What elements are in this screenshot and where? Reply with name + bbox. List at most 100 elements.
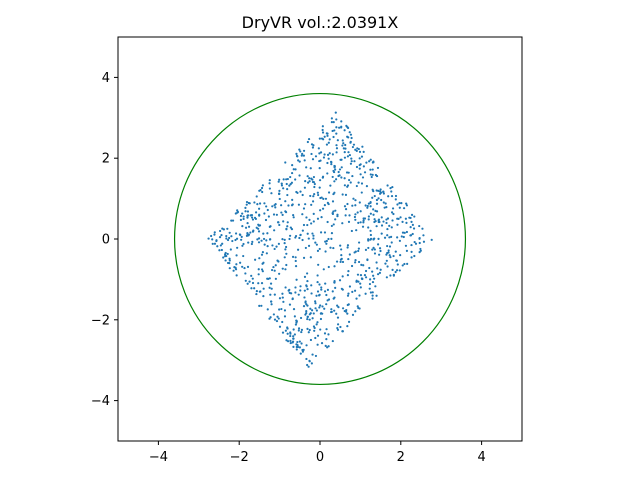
scatter-point <box>300 342 303 345</box>
scatter-point <box>308 359 311 362</box>
scatter-point <box>382 220 385 223</box>
scatter-point <box>277 260 280 263</box>
scatter-point <box>346 244 350 247</box>
scatter-point <box>418 251 421 254</box>
scatter-point <box>250 274 253 277</box>
bounding-circle <box>173 92 467 386</box>
scatter-point <box>285 182 288 186</box>
scatter-point <box>269 282 273 285</box>
scatter-point <box>307 331 310 334</box>
scatter-point <box>211 242 214 245</box>
scatter-point <box>311 146 315 149</box>
axes-layer: −4 −2 0 2 4 −4 −2 0 2 4 <box>91 36 523 465</box>
scatter-point <box>292 337 295 340</box>
scatter-point <box>271 205 274 208</box>
scatter-point <box>288 237 291 241</box>
scatter-point <box>326 132 329 135</box>
scatter-point <box>284 286 287 289</box>
scatter-point <box>321 128 324 132</box>
scatter-point <box>390 211 394 214</box>
scatter-point <box>374 209 377 212</box>
scatter-point <box>339 325 342 329</box>
scatter-point <box>391 268 394 271</box>
scatter-point <box>226 252 229 256</box>
scatter-point <box>285 263 288 267</box>
scatter-point <box>295 154 299 158</box>
scatter-point <box>231 219 235 222</box>
scatter-point <box>306 175 309 178</box>
scatter-point <box>322 197 325 200</box>
scatter-point <box>254 211 258 214</box>
scatter-point <box>293 315 296 318</box>
scatter-point <box>291 164 294 167</box>
scatter-point <box>351 204 354 207</box>
scatter-point <box>379 188 382 191</box>
scatter-point <box>365 161 368 164</box>
scatter-point <box>257 230 261 233</box>
scatter-point <box>280 184 284 187</box>
scatter-point <box>372 213 375 216</box>
scatter-point <box>312 237 315 240</box>
scatter-point <box>258 189 261 192</box>
scatter-point <box>376 273 380 276</box>
scatter-point <box>268 187 271 190</box>
scatter-point <box>292 328 295 331</box>
scatter-point <box>336 323 340 326</box>
scatter-point <box>286 193 289 197</box>
scatter-point <box>284 211 288 214</box>
scatter-point <box>241 212 244 215</box>
scatter-point <box>311 158 315 161</box>
scatter-point <box>256 203 259 206</box>
scatter-point <box>222 256 225 259</box>
scatter-point <box>357 241 361 244</box>
scatter-point <box>316 274 319 277</box>
scatter-point <box>377 189 380 192</box>
scatter-point <box>404 217 407 220</box>
scatter-point <box>316 280 319 284</box>
scatter-point <box>297 203 300 206</box>
scatter-point <box>251 281 255 285</box>
scatter-point <box>418 236 421 240</box>
scatter-point <box>288 291 291 295</box>
scatter-point <box>312 220 315 223</box>
scatter-point <box>327 333 330 336</box>
scatter-point <box>266 308 269 311</box>
scatter-point <box>331 290 334 293</box>
scatter-point <box>258 202 262 205</box>
scatter-point <box>281 320 284 324</box>
scatter-point <box>333 129 336 132</box>
scatter-point <box>288 303 292 306</box>
scatter-point <box>316 343 319 346</box>
scatter-point <box>413 215 416 218</box>
scatter-point <box>281 267 284 270</box>
scatter-point <box>353 160 356 163</box>
scatter-point <box>315 323 318 326</box>
x-tick-label: −4 <box>149 450 168 465</box>
scatter-point <box>343 205 347 208</box>
scatter-point <box>364 292 367 295</box>
scatter-point <box>371 291 374 294</box>
scatter-point <box>283 241 286 245</box>
scatter-point <box>301 229 304 232</box>
scatter-point <box>376 243 380 246</box>
scatter-point <box>355 184 358 188</box>
scatter-point <box>373 277 376 280</box>
scatter-point <box>312 234 315 237</box>
scatter-point <box>336 326 339 330</box>
scatter-point <box>218 249 221 252</box>
scatter-point <box>340 176 343 179</box>
scatter-point <box>246 214 249 217</box>
scatter-point <box>333 165 336 168</box>
scatter-point <box>283 315 287 318</box>
scatter-point <box>251 277 254 280</box>
scatter-point <box>337 170 340 174</box>
scatter-point <box>385 206 388 209</box>
chart-title: DryVR vol.:2.0391X <box>242 13 399 32</box>
scatter-point <box>296 340 299 344</box>
scatter-point <box>362 264 365 267</box>
scatter-point <box>337 306 340 309</box>
scatter-point <box>372 208 375 211</box>
scatter-point <box>272 213 276 216</box>
scatter-point <box>326 153 330 157</box>
scatter-point <box>302 256 306 259</box>
